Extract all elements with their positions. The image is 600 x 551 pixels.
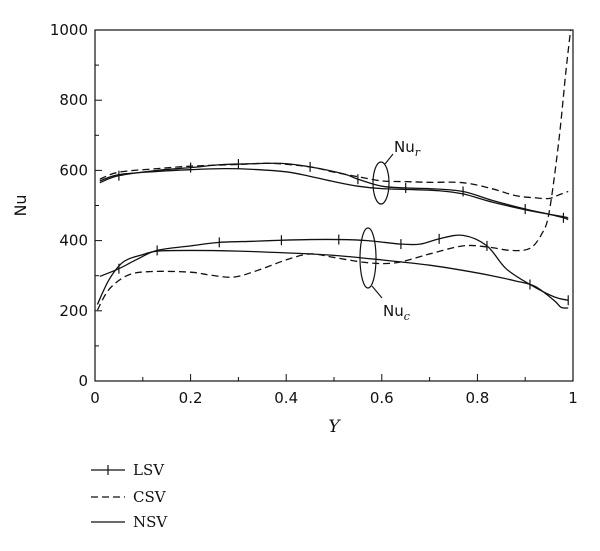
annotation-label-nu-c: Nuc [383,302,410,323]
annotation-label-nu-r: Nur [394,138,421,159]
legend-label-lsv: LSV [133,461,165,479]
legend: LSV CSV NSV [91,461,168,531]
y-tick-label: 600 [59,161,88,179]
x-tick-label: 1 [568,389,578,407]
annotation-ellipse-nu-r [372,161,390,205]
x-tick-label: 0.4 [274,389,298,407]
y-tick-label: 1000 [50,21,88,39]
legend-label-nsv: NSV [133,513,168,531]
annotation-leader-nu-c [371,285,383,299]
axes: 0 0.2 0.4 0.6 0.8 1 0 200 400 600 800 1000 Y Nu [11,21,578,437]
annotation-ellipse-nu-c [359,227,377,289]
y-tick-label: 0 [78,372,88,390]
y-tick-label: 800 [59,91,88,109]
series-line-nsv-nu-r [99,167,569,219]
y-axis-title: Nu [11,194,30,216]
annotation-text: Nu [394,138,415,156]
annotation-text: Nu [383,302,404,320]
series-group [96,30,572,311]
x-tick-label: 0 [90,389,100,407]
y-tick-label: 400 [59,232,88,250]
x-axis-title: Y [328,417,341,437]
series-line-csv-nu-r [99,162,569,200]
plot-area [96,30,572,311]
x-tick-label: 0.8 [465,389,489,407]
annotation-subscript: r [415,146,421,159]
x-tick-label: 0.6 [370,389,394,407]
plot-frame [94,29,574,382]
series-line-csv-nu-c [96,30,572,311]
series-line-lsv-nu-c [99,234,569,301]
series-line-nsv-nu-c [96,249,569,309]
annotation-leader-nu-r [384,153,394,165]
annotation-subscript: c [404,310,410,323]
y-tick-label: 200 [59,302,88,320]
legend-label-csv: CSV [133,488,167,506]
x-tick-label: 0.2 [179,389,203,407]
